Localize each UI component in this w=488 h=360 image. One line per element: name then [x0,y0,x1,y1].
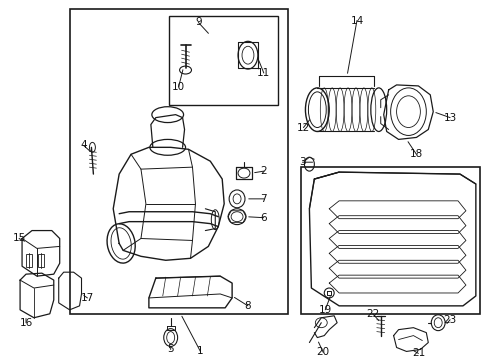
Text: 8: 8 [244,301,251,311]
Text: 20: 20 [316,347,329,357]
Text: 7: 7 [260,194,266,204]
Text: 1: 1 [197,346,203,356]
Text: 15: 15 [12,234,26,243]
Text: 14: 14 [349,15,363,26]
Bar [26,255,32,267]
Text: 10: 10 [172,82,185,92]
Text: 11: 11 [257,68,270,78]
Text: 19: 19 [318,305,331,315]
Text: 23: 23 [443,315,456,325]
Text: 13: 13 [443,113,456,123]
Text: 4: 4 [80,140,87,150]
Text: 6: 6 [260,213,266,223]
Text: 3: 3 [299,157,305,167]
Bar [38,255,44,267]
Text: 18: 18 [409,149,422,159]
Bar [301,167,479,314]
Text: 2: 2 [260,166,266,176]
Text: 16: 16 [20,318,33,328]
Text: 5: 5 [167,345,174,355]
Text: 22: 22 [366,309,379,319]
Bar [69,9,287,314]
Text: 9: 9 [195,18,202,27]
Bar [168,15,277,105]
Text: 17: 17 [81,293,94,303]
Text: 12: 12 [296,122,309,132]
Text: 21: 21 [411,348,424,359]
